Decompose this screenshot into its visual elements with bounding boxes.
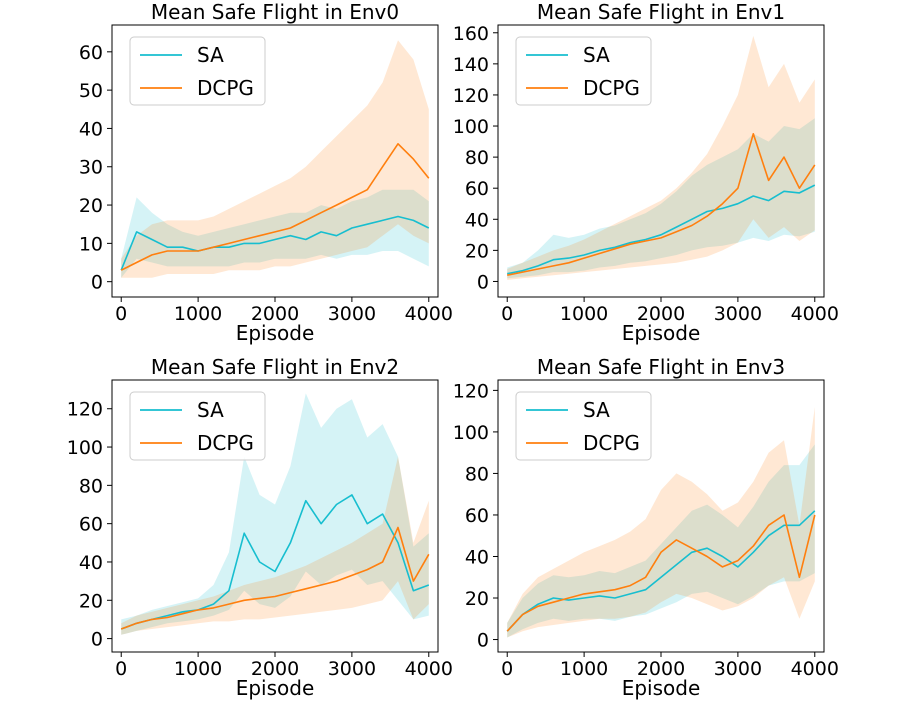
series-line-sa (120, 215, 430, 271)
x-tick-label: 4000 (405, 658, 453, 680)
legend: SA DCPG (129, 36, 266, 106)
y-tick-label: 140 (453, 54, 489, 76)
x-tick-label: 3000 (714, 658, 762, 680)
legend-label-dcpg: DCPG (583, 431, 640, 455)
x-axis-label: Episode (236, 321, 315, 345)
x-tick-label: 1000 (560, 658, 608, 680)
series-line-dcpg (120, 143, 430, 271)
series-line-sa (506, 510, 816, 632)
confidence-band-sa (507, 444, 815, 638)
y-tick-label: 60 (465, 178, 489, 200)
x-tick-label: 4000 (791, 658, 839, 680)
chart-title: Mean Safe Flight in Env2 (151, 355, 399, 379)
series-line-dcpg (506, 514, 816, 632)
x-axis-label: Episode (622, 321, 701, 345)
x-tick-label: 0 (501, 303, 513, 325)
y-tick-label: 80 (465, 463, 489, 485)
y-tick-label: 40 (79, 552, 103, 574)
legend-label-sa: SA (197, 43, 224, 67)
series-line-sa (507, 184, 816, 275)
x-tick-label: 0 (115, 658, 127, 680)
confidence-band-dcpg (121, 40, 429, 278)
y-tick-label: 40 (465, 209, 489, 231)
series-line-dcpg (507, 133, 816, 276)
y-tick-label: 60 (79, 42, 103, 64)
chart-title: Mean Safe Flight in Env1 (537, 0, 785, 24)
legend-label-dcpg: DCPG (197, 76, 254, 100)
y-tick-label: 20 (79, 590, 103, 612)
legend-label-sa: SA (583, 398, 610, 422)
y-tick-label: 20 (79, 195, 103, 217)
x-tick-label: 2000 (637, 303, 685, 325)
chart-panel-1: 0 1000 2000 3000 4000 0 20 40 60 80 100 120 140 160 Me… (453, 0, 839, 345)
y-tick-label: 100 (453, 422, 489, 444)
confidence-band-sa (121, 189, 429, 278)
chart-panel-2: 0 1000 2000 3000 4000 0 20 40 60 80 100 120 Mean Saf… (67, 355, 453, 700)
y-tick-label: 0 (477, 271, 489, 293)
y-tick-label: 40 (79, 118, 103, 140)
legend: SA DCPG (515, 391, 652, 461)
confidence-band-sa (121, 393, 429, 635)
y-tick-label: 0 (477, 630, 489, 652)
y-tick-label: 60 (465, 505, 489, 527)
confidence-band-dcpg (507, 407, 815, 638)
x-tick-label: 3000 (328, 658, 376, 680)
x-tick-label: 0 (115, 303, 127, 325)
y-tick-label: 0 (91, 272, 103, 294)
y-tick-label: 10 (79, 233, 103, 255)
x-tick-label: 3000 (328, 303, 376, 325)
series-line-dcpg (120, 526, 430, 630)
x-tick-label: 1000 (174, 658, 222, 680)
chart-title: Mean Safe Flight in Env3 (537, 355, 785, 379)
y-tick-label: 120 (453, 85, 489, 107)
legend-label-sa: SA (197, 398, 224, 422)
confidence-band-dcpg (507, 35, 815, 280)
x-axis-label: Episode (236, 676, 315, 700)
x-tick-label: 0 (501, 658, 513, 680)
x-axis-label: Episode (622, 676, 701, 700)
y-tick-label: 160 (453, 23, 489, 45)
confidence-band-dcpg (121, 456, 429, 635)
chart-panel-3: 0 1000 2000 3000 4000 0 20 40 60 80 100 120 Mean Saf… (453, 355, 839, 700)
confidence-band-sa (507, 118, 815, 279)
y-tick-label: 50 (79, 80, 103, 102)
y-tick-label: 30 (79, 157, 103, 179)
legend-label-sa: SA (583, 43, 610, 67)
chart-title: Mean Safe Flight in Env0 (151, 0, 399, 24)
x-tick-label: 4000 (405, 303, 453, 325)
x-tick-label: 4000 (791, 303, 839, 325)
x-tick-label: 1000 (560, 303, 608, 325)
y-tick-label: 0 (91, 629, 103, 651)
y-tick-label: 120 (453, 380, 489, 402)
x-tick-label: 3000 (714, 303, 762, 325)
x-tick-label: 2000 (637, 658, 685, 680)
chart-panel-0: 0 1000 2000 3000 4000 0 10 20 30 40 50 60 Mean Safe … (79, 0, 453, 345)
legend-label-dcpg: DCPG (197, 431, 254, 455)
legend: SA DCPG (515, 36, 652, 106)
legend: SA DCPG (129, 391, 266, 461)
legend-label-dcpg: DCPG (583, 76, 640, 100)
series-line-sa (120, 494, 430, 630)
x-tick-label: 1000 (174, 303, 222, 325)
x-tick-label: 2000 (251, 658, 299, 680)
y-tick-label: 40 (465, 546, 489, 568)
y-tick-label: 80 (79, 475, 103, 497)
y-tick-label: 100 (453, 116, 489, 138)
y-tick-label: 20 (465, 588, 489, 610)
y-tick-label: 100 (67, 437, 103, 459)
y-tick-label: 80 (465, 147, 489, 169)
y-tick-label: 120 (67, 399, 103, 421)
x-tick-label: 2000 (251, 303, 299, 325)
y-tick-label: 60 (79, 514, 103, 536)
y-tick-label: 20 (465, 240, 489, 262)
